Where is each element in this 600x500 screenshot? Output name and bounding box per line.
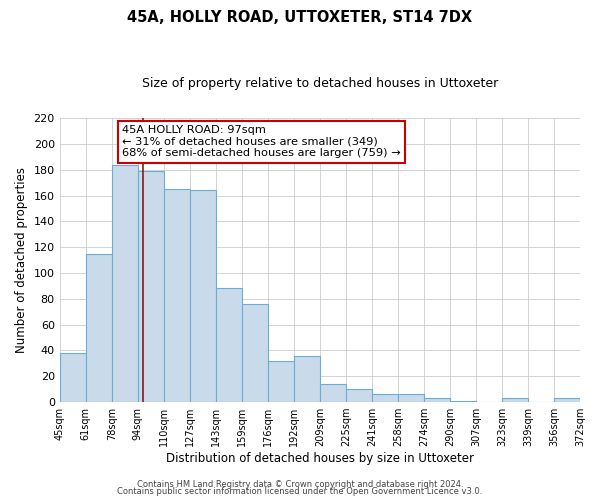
Bar [320, 384, 346, 402]
Text: Contains public sector information licensed under the Open Government Licence v3: Contains public sector information licen… [118, 487, 482, 496]
Bar [372, 394, 398, 402]
Bar [242, 304, 268, 402]
Bar [294, 356, 320, 402]
Bar [216, 288, 242, 402]
Text: 45A HOLLY ROAD: 97sqm
← 31% of detached houses are smaller (349)
68% of semi-det: 45A HOLLY ROAD: 97sqm ← 31% of detached … [122, 125, 401, 158]
Bar [138, 171, 164, 402]
Bar [502, 398, 528, 402]
Text: 45A, HOLLY ROAD, UTTOXETER, ST14 7DX: 45A, HOLLY ROAD, UTTOXETER, ST14 7DX [127, 10, 473, 25]
Bar [424, 398, 450, 402]
Bar [554, 398, 580, 402]
Bar [190, 190, 216, 402]
Bar [346, 389, 372, 402]
Title: Size of property relative to detached houses in Uttoxeter: Size of property relative to detached ho… [142, 78, 498, 90]
Bar [398, 394, 424, 402]
Bar [112, 164, 138, 402]
Text: Contains HM Land Registry data © Crown copyright and database right 2024.: Contains HM Land Registry data © Crown c… [137, 480, 463, 489]
X-axis label: Distribution of detached houses by size in Uttoxeter: Distribution of detached houses by size … [166, 452, 474, 465]
Y-axis label: Number of detached properties: Number of detached properties [15, 167, 28, 353]
Bar [268, 361, 294, 402]
Bar [86, 254, 112, 402]
Bar [164, 189, 190, 402]
Bar [450, 401, 476, 402]
Bar [59, 353, 86, 402]
